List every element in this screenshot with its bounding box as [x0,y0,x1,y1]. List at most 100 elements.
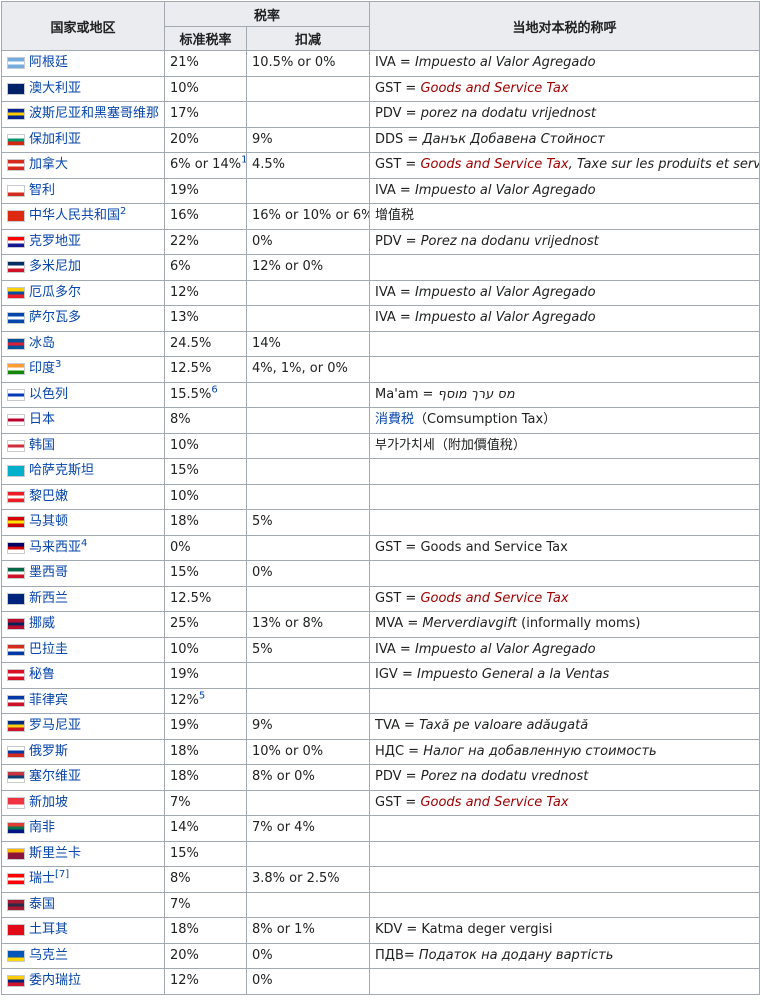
country-link[interactable]: 加拿大 [29,157,69,172]
header-local-name[interactable]: 当地对本税的称呼 [369,1,760,51]
country-link[interactable]: 冰岛 [29,335,56,351]
country-link[interactable]: 罗马尼亚 [29,718,82,733]
country-link[interactable]: 菲律宾 [29,692,69,708]
standard-rate-value: 7% [170,896,191,912]
flag-icon [7,184,25,197]
flag-icon [7,847,25,860]
table-row: 马来西亚4 0% GST = Goods and Service Tax [1,534,760,561]
country-link[interactable]: 乌克兰 [29,947,69,963]
table-body: 阿根廷 21% 10.5% or 0% IVA = Impuesto al Valor… [1,50,760,995]
flag-icon [7,133,25,146]
reduced-rate-value: 0% [252,947,273,963]
local-name-cell: 부가가치세（附加價值稅） [369,432,760,459]
tax-local-name: Merverdiavgift [422,616,517,632]
table-row: 乌克兰 20% 0% ПДВ= Податок на додану вартість [1,942,760,969]
country-link[interactable]: 塞尔维亚 [29,769,82,784]
tax-abbreviation: ПДВ= [375,947,419,963]
country-link[interactable]: 多米尼加 [29,259,82,274]
country-link[interactable]: 韩国 [29,437,56,453]
flag-icon [7,975,25,987]
reduced-rate-cell: 0% [245,942,371,969]
tax-abbreviation: GST = [375,794,421,810]
local-name-cell [369,840,760,867]
country-link[interactable]: 哈萨克斯坦 [29,463,95,478]
table-row: 澳大利亚 10% GST = Goods and Service Tax [1,75,760,102]
tax-local-name[interactable]: Goods and Service Tax [420,794,569,810]
flag-icon [7,924,25,936]
footnote-ref[interactable]: 6 [211,384,218,396]
country-link[interactable]: 巴拉圭 [29,641,69,657]
standard-rate-value: 19% [170,667,199,683]
standard-rate-cell: 0% [164,534,247,561]
country-link[interactable]: 土耳其 [29,922,69,937]
header-standard-rate[interactable]: 标准税率 [164,26,247,51]
standard-rate-cell: 21% [164,50,247,77]
footnote-ref[interactable]: 5 [198,690,206,702]
flag-icon [7,898,25,911]
country-link[interactable]: 新加坡 [29,794,69,810]
country-link[interactable]: 澳大利亚 [29,80,82,96]
flag-icon [7,592,25,605]
tax-abbreviation: PDV = [375,233,421,249]
country-link[interactable]: 泰国 [29,896,56,912]
country-link[interactable]: 日本 [29,412,56,427]
country-link[interactable]: 厄瓜多尔 [29,284,82,300]
standard-rate-cell: 7% [164,789,247,816]
header-country[interactable]: 国家或地区 [1,1,165,51]
country-cell: 塞尔维亚 [1,764,165,791]
tax-abbreviation: IGV = [375,667,417,683]
country-link[interactable]: 智利 [29,182,56,198]
country-link[interactable]: 委内瑞拉 [29,973,82,988]
country-cell: 波斯尼亚和黑塞哥维那 [1,101,165,128]
country-link[interactable]: 墨西哥 [29,565,69,580]
country-link[interactable]: 克罗地亚 [29,233,82,249]
flag-icon [7,873,25,885]
tax-local-name[interactable]: Goods and Service Tax [420,80,569,96]
country-link[interactable]: 秘鲁 [29,667,56,682]
reduced-rate-cell: 5% [245,509,371,536]
footnote-ref[interactable]: 3 [55,359,62,371]
country-link[interactable]: 新西兰 [29,590,69,606]
country-link[interactable]: 马来西亚 [29,539,82,555]
country-link[interactable]: 瑞士 [29,871,56,886]
reduced-rate-value: 0% [252,565,273,581]
tax-local-name[interactable]: Goods and Service Tax [420,157,569,173]
local-name-cell: TVA = Taxă pe valoare adăugată [369,713,760,740]
country-link[interactable]: 俄罗斯 [29,743,69,759]
country-link[interactable]: 马其顿 [29,514,69,529]
reduced-rate-value: 4.5% [252,157,286,173]
tax-local-name[interactable]: 消費税 [375,412,415,428]
tax-local-name: Porez na dodatu vrednost [420,769,589,785]
reduced-rate-cell: 9% [245,713,371,740]
country-link[interactable]: 波斯尼亚和黑塞哥维那 [29,106,160,121]
footnote-ref[interactable]: 1 [241,155,245,166]
standard-rate-cell: 20% [164,942,247,969]
country-link[interactable]: 挪威 [29,616,56,631]
country-link[interactable]: 黎巴嫩 [29,488,69,504]
country-link[interactable]: 以色列 [29,386,69,402]
local-name-cell: IVA = Impuesto al Valor Agregado [369,305,760,332]
table-row: 菲律宾 12%5 [1,687,760,714]
table-row: 南非 14% 7% or 4% [1,815,760,842]
footnote-ref[interactable]: 4 [81,537,88,549]
country-link[interactable]: 斯里兰卡 [29,845,82,861]
footnote-ref[interactable]: 2 [120,206,127,218]
footnote-ref[interactable]: [7] [55,869,70,881]
country-link[interactable]: 南非 [29,820,56,835]
tax-abbreviation: MVA = [375,616,423,632]
reduced-rate-cell [245,534,371,561]
tax-local-name[interactable]: Goods and Service Tax [420,590,569,606]
tax-abbreviation: Ma'am = [375,386,438,402]
flag-icon [7,388,25,401]
local-name-cell: Ma'am = מס ערך מוסף [369,381,760,408]
country-link[interactable]: 印度 [29,361,56,376]
country-link[interactable]: 中华人民共和国 [29,208,121,223]
country-link[interactable]: 保加利亚 [29,131,82,147]
reduced-rate-cell: 10% or 0% [245,738,371,765]
header-reduced-rate[interactable]: 扣减 [245,26,371,51]
country-link[interactable]: 萨尔瓦多 [29,310,82,325]
country-link[interactable]: 阿根廷 [29,55,69,70]
reduced-rate-cell [245,381,371,408]
tax-abbreviation: GST = Goods and Service Tax [375,539,568,555]
